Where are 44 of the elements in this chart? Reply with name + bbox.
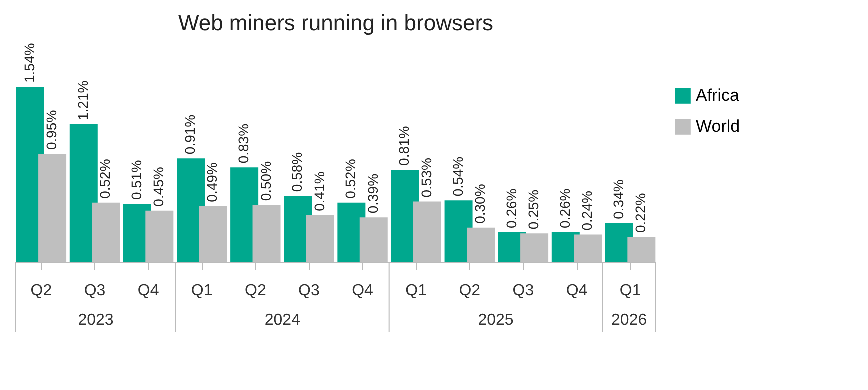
- x-tick-label: Q1: [191, 282, 213, 300]
- data-label: 0.50%: [258, 161, 274, 202]
- x-tick-label: Q3: [512, 282, 534, 300]
- data-label: 0.30%: [472, 184, 488, 224]
- text: 2026: [612, 312, 648, 329]
- x-tick-label: Q2: [459, 282, 481, 300]
- x-tick-label: Q4: [138, 282, 160, 300]
- data-label: 0.91%: [182, 114, 198, 155]
- legend-label: World: [696, 117, 740, 136]
- data-label: 0.26%: [556, 188, 573, 228]
- data-label: 0.54%: [450, 156, 466, 197]
- data-label: 1.54%: [21, 43, 38, 83]
- bar: [70, 124, 98, 262]
- text: 2025: [478, 312, 514, 329]
- data-label: 1.21%: [74, 80, 91, 120]
- legend-label: Africa: [696, 86, 740, 105]
- data-label: 0.39%: [364, 174, 381, 214]
- data-label: 0.51%: [128, 160, 144, 200]
- data-label: 0.34%: [610, 180, 626, 220]
- x-tick-label: Q2: [244, 282, 266, 300]
- x-tick-label: Q3: [84, 282, 106, 300]
- x-tick-label: Q4: [566, 282, 588, 300]
- x-tick-label: Q2: [30, 282, 52, 300]
- data-label: 0.45%: [150, 167, 167, 207]
- data-label: 0.24%: [579, 191, 596, 231]
- text: 2024: [264, 312, 301, 329]
- x-tick-label: Q1: [406, 282, 428, 300]
- data-label: 0.95%: [44, 110, 60, 150]
- chart-title: Web miners running in browsers: [178, 10, 494, 36]
- data-label: 0.52%: [97, 159, 114, 199]
- x-tick-label: Q1: [620, 282, 642, 300]
- data-label: 0.53%: [418, 158, 434, 198]
- data-label: 0.58%: [289, 152, 306, 192]
- data-label: 0.26%: [503, 188, 520, 228]
- data-label: 0.25%: [526, 190, 542, 230]
- text: 2023: [78, 312, 114, 329]
- data-label: 0.83%: [236, 124, 252, 164]
- data-label: 0.52%: [342, 159, 359, 199]
- data-label: 0.22%: [632, 193, 649, 233]
- x-tick-label: Q3: [298, 282, 320, 300]
- data-label: 0.81%: [396, 126, 412, 166]
- data-label: 0.41%: [311, 172, 328, 212]
- x-tick-label: Q4: [352, 282, 374, 300]
- data-label: 0.49%: [204, 162, 220, 202]
